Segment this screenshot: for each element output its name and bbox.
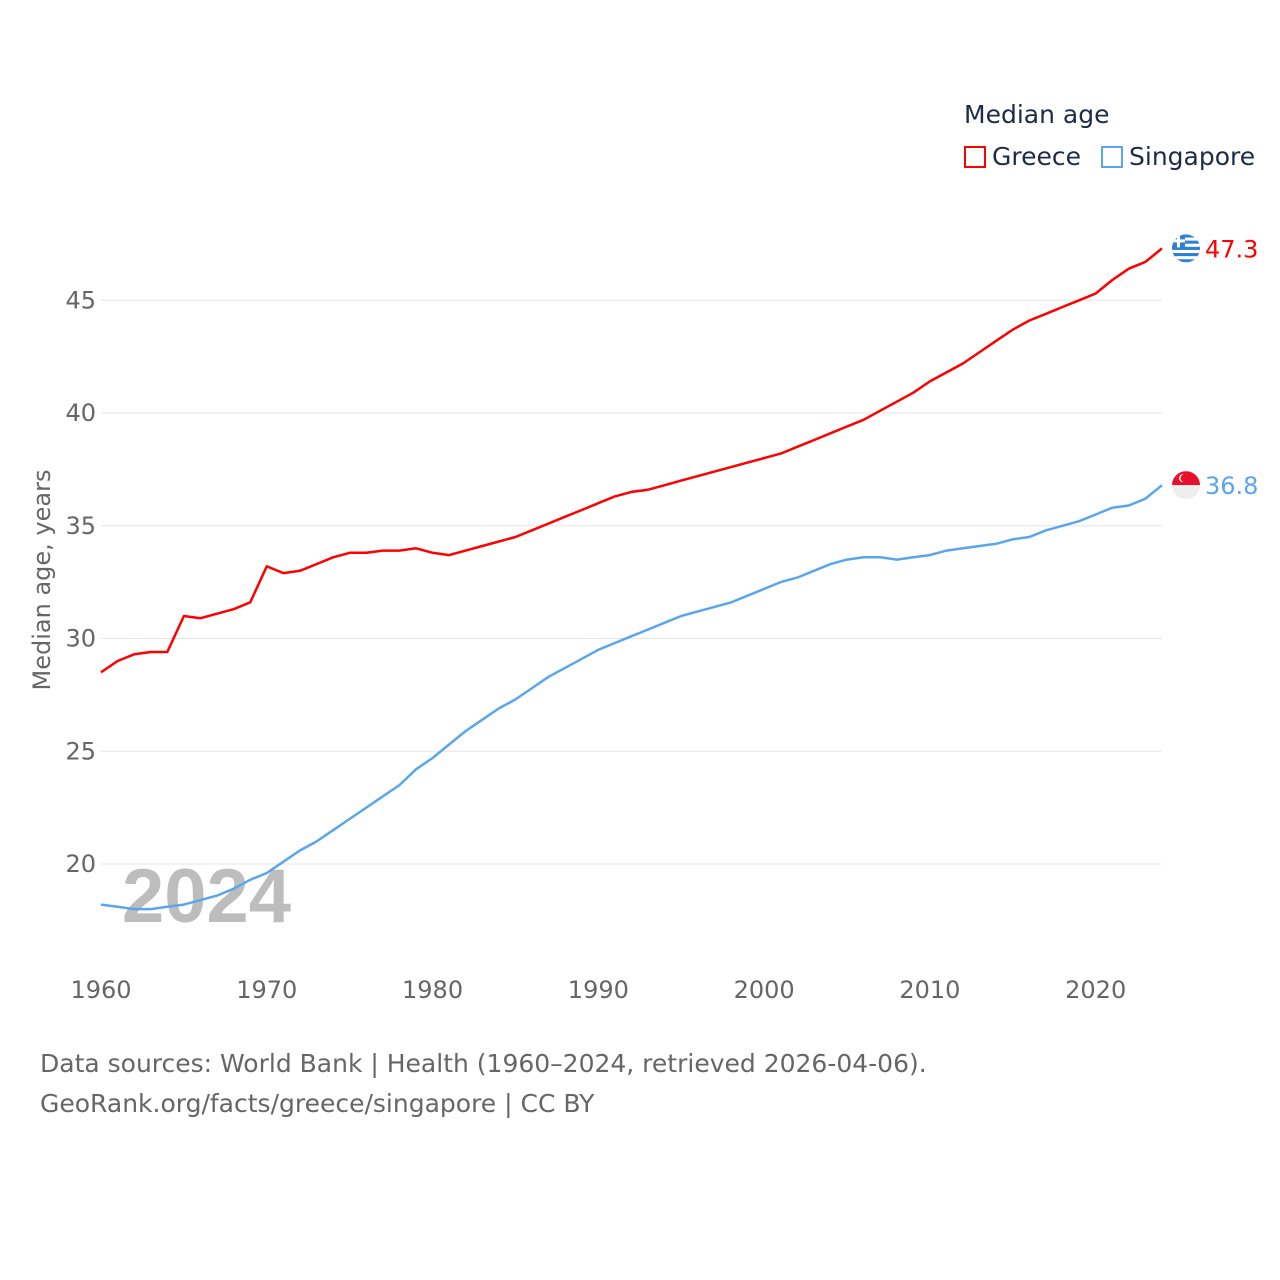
y-axis-label: Median age, years [28,470,56,691]
legend-title: Median age [964,100,1110,129]
x-tick-label: 1960 [70,976,131,1004]
y-tick-label: 35 [65,512,96,540]
legend-item-singapore[interactable]: Singapore [1101,142,1255,171]
y-tick-label: 30 [65,625,96,653]
year-watermark: 2024 [122,854,291,939]
flag-icon-singapore [1172,471,1200,500]
y-tick-label: 25 [65,737,96,765]
x-tick-label: 2010 [899,976,960,1004]
x-tick-label: 1990 [568,976,629,1004]
flag-icon-greece [1172,234,1200,263]
legend-swatch-greece [964,145,986,168]
legend-item-greece[interactable]: Greece [964,142,1081,171]
y-tick-label: 40 [65,399,96,427]
x-tick-label: 2000 [734,976,795,1004]
attribution-link[interactable]: GeoRank.org/facts/greece/singapore | CC … [40,1089,595,1118]
y-tick-label: 20 [65,850,96,878]
x-axis-ticks: 1960 1970 1980 1990 2000 2010 2020 [70,976,1126,1004]
y-axis-ticks: 20 25 30 35 40 45 [65,286,96,878]
end-markers: 47.3 36.8 [1172,234,1258,500]
legend: Greece Singapore [964,142,1255,171]
legend-swatch-singapore [1101,145,1123,168]
end-value-label-greece: 47.3 [1205,235,1258,263]
end-value-label-singapore: 36.8 [1205,472,1258,500]
x-tick-label: 1980 [402,976,463,1004]
x-tick-label: 1970 [236,976,297,1004]
series-line-singapore[interactable] [100,484,1163,911]
series-line-greece[interactable] [100,247,1163,674]
data-source-text: Data sources: World Bank | Health (1960–… [40,1049,927,1078]
footer: Data sources: World Bank | Health (1960–… [40,1044,927,1124]
legend-label-singapore: Singapore [1129,142,1256,171]
x-tick-label: 2020 [1065,976,1126,1004]
legend-label-greece: Greece [992,142,1081,171]
gridlines [101,299,1162,865]
series-lines [100,247,1163,911]
y-tick-label: 45 [65,286,96,314]
